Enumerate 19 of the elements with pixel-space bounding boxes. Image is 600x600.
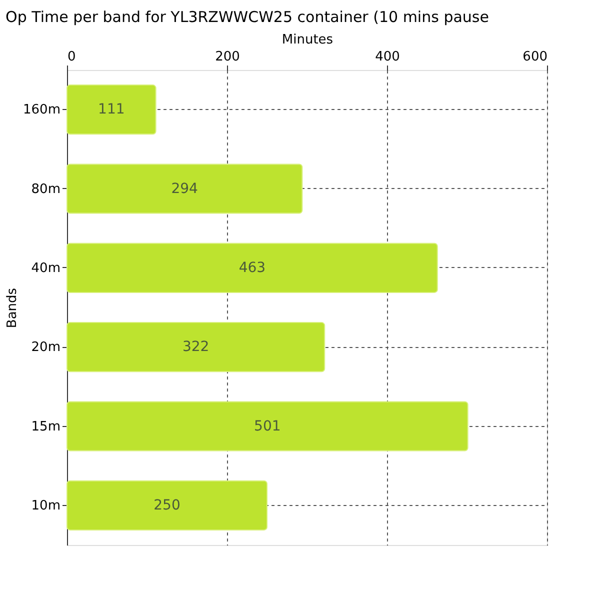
y-tick-label: 80m	[31, 182, 60, 197]
y-axis-title: Bands	[5, 288, 20, 328]
data-label: 463	[238, 260, 266, 276]
x-tick-label: 200	[215, 50, 240, 64]
data-label: 250	[154, 497, 180, 514]
x-tick-label: 400	[375, 50, 400, 64]
chart-title: Op Time per band for YL3RZWWCW25 container (10 mins pause	[6, 8, 489, 26]
data-label: 294	[171, 180, 198, 197]
data-label: 501	[254, 418, 281, 434]
data-label: 322	[182, 339, 210, 356]
x-axis-title: Minutes	[282, 32, 334, 48]
y-tick-label: 10m	[31, 498, 60, 514]
y-tick-label: 15m	[31, 419, 60, 434]
y-tick-label: 40m	[31, 260, 60, 276]
y-tick-label: 20m	[31, 340, 60, 356]
x-tick-label: 600	[522, 50, 548, 64]
data-label: 111	[98, 102, 125, 118]
y-tick-label: 160m	[23, 102, 60, 118]
x-tick-label: 0	[68, 50, 76, 64]
